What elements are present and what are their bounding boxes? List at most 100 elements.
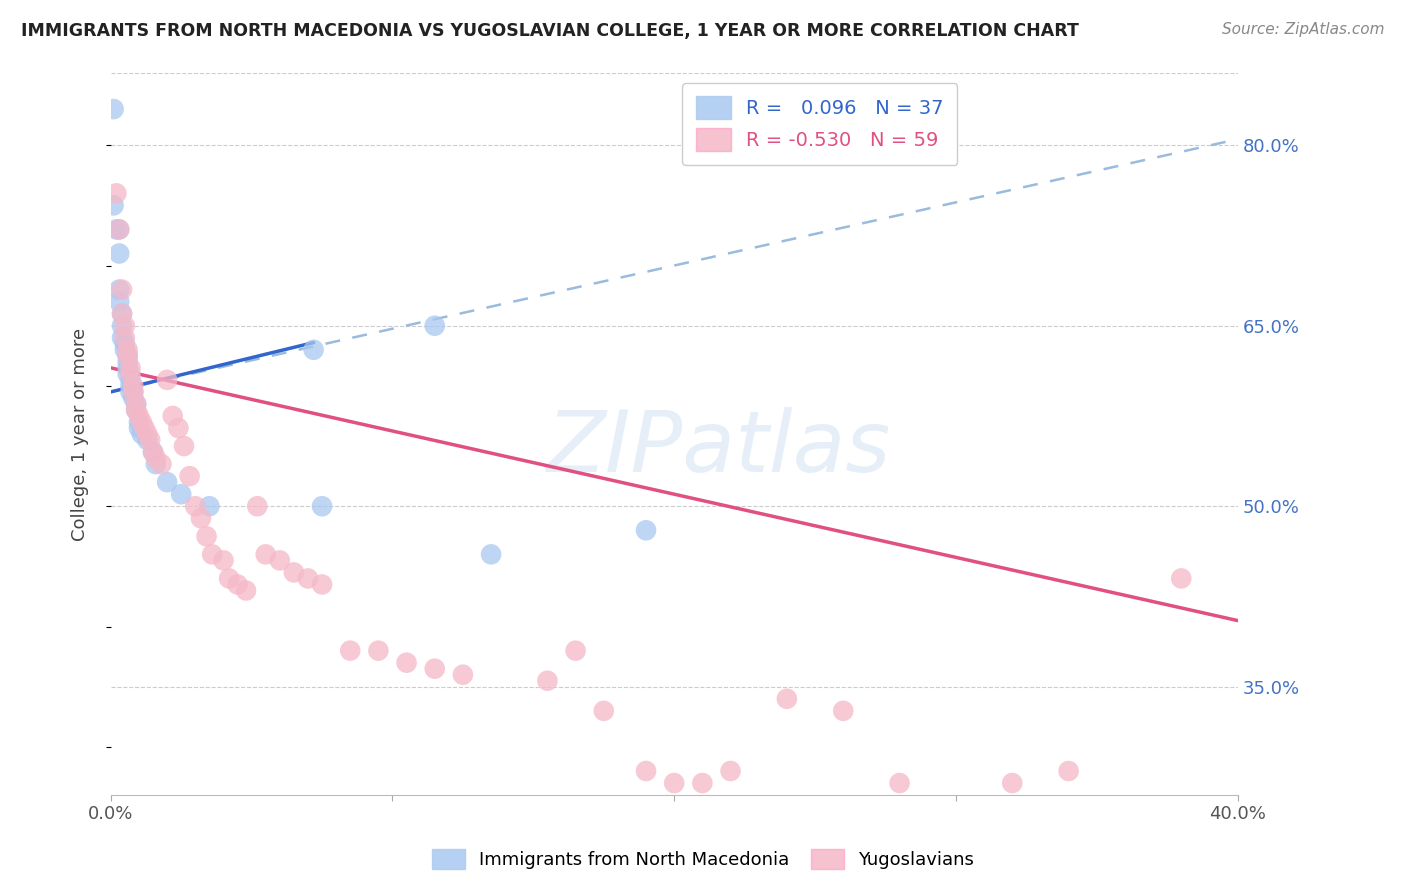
Point xyxy=(184,500,207,514)
Point xyxy=(117,360,139,375)
Point xyxy=(103,102,125,116)
Point xyxy=(139,433,162,447)
Point xyxy=(246,500,269,514)
Point xyxy=(105,222,128,236)
Point xyxy=(108,283,131,297)
Point xyxy=(105,186,128,201)
Point xyxy=(536,673,558,688)
Point xyxy=(162,409,184,423)
Point xyxy=(117,367,139,381)
Point xyxy=(125,403,148,417)
Point xyxy=(1170,571,1192,585)
Point xyxy=(125,397,148,411)
Point xyxy=(131,427,153,442)
Point xyxy=(145,451,167,466)
Point xyxy=(111,331,134,345)
Point xyxy=(136,427,159,442)
Point xyxy=(156,475,179,490)
Point xyxy=(832,704,855,718)
Point xyxy=(634,524,657,538)
Point xyxy=(122,384,145,399)
Point xyxy=(451,667,474,681)
Point xyxy=(423,318,446,333)
Legend: Immigrants from North Macedonia, Yugoslavians: Immigrants from North Macedonia, Yugosla… xyxy=(423,839,983,879)
Point xyxy=(111,283,134,297)
Point xyxy=(145,457,167,471)
Point xyxy=(122,384,145,399)
Point xyxy=(254,547,277,561)
Point xyxy=(120,373,142,387)
Point xyxy=(125,403,148,417)
Point xyxy=(201,547,224,561)
Point xyxy=(218,571,240,585)
Text: ZIPatlas: ZIPatlas xyxy=(547,407,891,490)
Point xyxy=(156,373,179,387)
Point xyxy=(269,553,291,567)
Point xyxy=(125,397,148,411)
Point xyxy=(108,222,131,236)
Point xyxy=(117,343,139,357)
Point xyxy=(108,222,131,236)
Text: IMMIGRANTS FROM NORTH MACEDONIA VS YUGOSLAVIAN COLLEGE, 1 YEAR OR MORE CORRELATI: IMMIGRANTS FROM NORTH MACEDONIA VS YUGOS… xyxy=(21,22,1078,40)
Point xyxy=(367,643,389,657)
Point xyxy=(664,776,686,790)
Point xyxy=(889,776,911,790)
Point xyxy=(120,360,142,375)
Point xyxy=(423,662,446,676)
Text: Source: ZipAtlas.com: Source: ZipAtlas.com xyxy=(1222,22,1385,37)
Point xyxy=(108,294,131,309)
Point xyxy=(720,764,742,778)
Point xyxy=(120,379,142,393)
Point xyxy=(692,776,714,790)
Point xyxy=(142,445,165,459)
Point xyxy=(592,704,614,718)
Point xyxy=(195,529,218,543)
Point xyxy=(395,656,418,670)
Point xyxy=(131,415,153,429)
Point xyxy=(114,331,136,345)
Point xyxy=(190,511,212,525)
Point xyxy=(117,355,139,369)
Point xyxy=(111,307,134,321)
Point xyxy=(128,421,150,435)
Point xyxy=(103,198,125,212)
Point xyxy=(212,553,235,567)
Point xyxy=(142,445,165,459)
Point xyxy=(117,349,139,363)
Point xyxy=(128,415,150,429)
Point xyxy=(297,571,319,585)
Point xyxy=(170,487,193,501)
Point xyxy=(128,409,150,423)
Point xyxy=(302,343,325,357)
Point xyxy=(114,318,136,333)
Point xyxy=(1057,764,1080,778)
Point xyxy=(120,384,142,399)
Point xyxy=(339,643,361,657)
Point xyxy=(150,457,173,471)
Point xyxy=(114,343,136,357)
Point xyxy=(120,367,142,381)
Point xyxy=(226,577,249,591)
Point xyxy=(311,500,333,514)
Point xyxy=(173,439,195,453)
Point xyxy=(311,577,333,591)
Point xyxy=(108,246,131,260)
Point xyxy=(179,469,201,483)
Point xyxy=(111,307,134,321)
Legend: R =   0.096   N = 37, R = -0.530   N = 59: R = 0.096 N = 37, R = -0.530 N = 59 xyxy=(682,83,957,164)
Point xyxy=(479,547,502,561)
Point xyxy=(776,691,799,706)
Point xyxy=(111,318,134,333)
Y-axis label: College, 1 year or more: College, 1 year or more xyxy=(72,327,89,541)
Point xyxy=(167,421,190,435)
Point xyxy=(114,336,136,351)
Point xyxy=(122,391,145,405)
Point xyxy=(134,421,156,435)
Point xyxy=(235,583,257,598)
Point xyxy=(122,379,145,393)
Point xyxy=(634,764,657,778)
Point xyxy=(564,643,586,657)
Point xyxy=(283,566,305,580)
Point xyxy=(198,500,221,514)
Point xyxy=(136,433,159,447)
